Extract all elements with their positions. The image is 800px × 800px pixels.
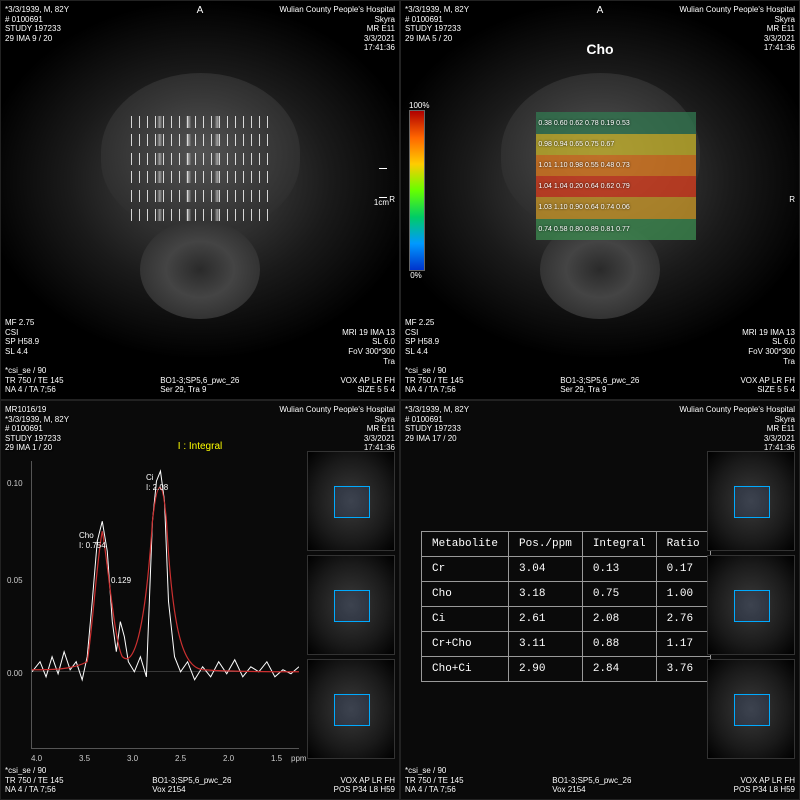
localizer-strip [707,451,795,759]
hospital-info-tr: Wulian County People's Hospital Skyra MR… [679,5,795,53]
table-header: Pos./ppm [509,532,583,557]
patient-info-tl: *3/3/1939, M, 82Y # 0100691 STUDY 197233… [405,405,469,443]
table-cell: 2.76 [656,607,710,632]
spectrum-plot [31,461,299,749]
x-unit: ppm [291,754,307,763]
cho-title: Cho [586,41,613,57]
table-cell: Cr+Cho [422,632,509,657]
patient-info-tl: *3/3/1939, M, 82Y # 0100691 STUDY 197233… [5,5,69,43]
y-tick: 0.05 [7,576,23,585]
localizer-thumb[interactable] [307,555,395,655]
seq-info-bl: MF 2.25 CSI SP H58.9 SL 4.4 *csi_se / 90… [405,318,464,395]
voxel-row: 0.74 0.58 0.80 0.89 0.81 0.77 [536,219,695,240]
y-tick: 0.00 [7,669,23,678]
y-tick: 0.10 [7,479,23,488]
seq-info-bl: MF 2.75 CSI SP H58.9 SL 4.4 *csi_se / 90… [5,318,64,395]
localizer-thumb[interactable] [307,451,395,551]
table-header: Integral [582,532,656,557]
table-cell: 1.17 [656,632,710,657]
voxel-row: 0.38 0.60 0.62 0.78 0.19 0.53 [536,112,695,133]
hospital-info-tr: Wulian County People's Hospital Skyra MR… [279,405,395,453]
patient-info-tl: *3/3/1939, M, 82Y # 0100691 STUDY 197233… [405,5,469,43]
x-tick: 2.5 [175,754,186,763]
anatomy-region-2 [140,220,259,320]
orientation-a: A [597,5,604,17]
orientation-a: A [197,5,204,17]
table-cell: 0.88 [582,632,656,657]
table-header: Ratio [656,532,710,557]
orientation-r: R [789,195,795,205]
localizer-thumb[interactable] [307,659,395,759]
geom-info-br: MRI 19 IMA 13 SL 6.0 FoV 300*300 Tra VOX… [340,328,395,395]
spectrum-svg [32,461,299,722]
table-cell: 2.90 [509,657,583,682]
protocol-center: BO1-3;SP5,6_pwc_26 Ser 29, Tra 9 [160,376,239,395]
x-tick: 1.5 [271,754,282,763]
peak-ci-val: I: 2.08 [146,483,168,492]
geom-info-br: VOX AP LR FH POS P34 L8 H59 [734,776,795,795]
localizer-thumb[interactable] [707,451,795,551]
orientation-r: R [389,195,395,205]
panel-spectra-overlay[interactable]: *3/3/1939, M, 82Y # 0100691 STUDY 197233… [0,0,400,400]
table-row: Cho3.180.751.00 [422,582,711,607]
table-cell: 3.11 [509,632,583,657]
localizer-strip [307,451,395,759]
table-header: Metabolite [422,532,509,557]
protocol-center: BO1-3;SP5,6_pwc_26 Ser 29, Tra 9 [560,376,639,395]
geom-info-br: VOX AP LR FH POS P34 L8 H59 [334,776,395,795]
table-cell: 0.13 [582,557,656,582]
voxel-row: 0.98 0.94 0.65 0.75 0.67 [536,134,695,155]
table-row: Cr3.040.130.17 [422,557,711,582]
table-cell: 2.84 [582,657,656,682]
peak-cho-val: I: 0.754 [79,541,106,550]
voxel-row: 1.03 1.10 0.90 0.64 0.74 0.06 [536,197,695,218]
table-cell: Cho [422,582,509,607]
seq-info-bl: *csi_se / 90 TR 750 / TE 145 NA 4 / TA 7… [405,766,464,795]
colorbar: 100% 0% [409,101,423,260]
voxel-value-overlay: 0.38 0.60 0.62 0.78 0.19 0.530.98 0.94 0… [536,112,695,239]
localizer-thumb[interactable] [707,555,795,655]
table-cell: 2.61 [509,607,583,632]
viewer-grid: *3/3/1939, M, 82Y # 0100691 STUDY 197233… [0,0,800,800]
voxel-spectra-grid [128,112,271,223]
panel-cho-map[interactable]: Cho 100% 0% 0.38 0.60 0.62 0.78 0.19 0.5… [400,0,800,400]
panel-spectrum[interactable]: MR1016/19 *3/3/1939, M, 82Y # 0100691 ST… [0,400,400,800]
table-row: Cho+Ci2.902.843.76 [422,657,711,682]
protocol-center: BO1-3;SP5,6_pwc_26 Vox 2154 [152,776,231,795]
table-cell: 3.76 [656,657,710,682]
panel-metabolite-table[interactable]: *3/3/1939, M, 82Y # 0100691 STUDY 197233… [400,400,800,800]
x-tick: 2.0 [223,754,234,763]
table-cell: 3.18 [509,582,583,607]
table-cell: 1.00 [656,582,710,607]
peak-cho-name: Cho [79,531,94,540]
voxel-row: 1.04 1.04 0.20 0.64 0.62 0.79 [536,176,695,197]
hospital-info-tr: Wulian County People's Hospital Skyra MR… [279,5,395,53]
x-tick: 3.5 [79,754,90,763]
peak-ci-name: Ci [146,473,154,482]
table-cell: 0.17 [656,557,710,582]
table-cell: 0.75 [582,582,656,607]
table-row: Ci2.612.082.76 [422,607,711,632]
geom-info-br: MRI 19 IMA 13 SL 6.0 FoV 300*300 Tra VOX… [740,328,795,395]
table-cell: Ci [422,607,509,632]
table-cell: Cr [422,557,509,582]
x-tick: 4.0 [31,754,42,763]
table-row: Cr+Cho3.110.881.17 [422,632,711,657]
scale-marker: 1cm [379,168,387,228]
table-cell: 2.08 [582,607,656,632]
protocol-center: BO1-3;SP5,6_pwc_26 Vox 2154 [552,776,631,795]
patient-info-tl: MR1016/19 *3/3/1939, M, 82Y # 0100691 ST… [5,405,69,453]
voxel-row: 1.01 1.10 0.98 0.55 0.48 0.73 [536,155,695,176]
table-cell: Cho+Ci [422,657,509,682]
metabolite-table: MetabolitePos./ppmIntegralRatio Cr3.040.… [421,531,711,682]
localizer-thumb[interactable] [707,659,795,759]
x-tick: 3.0 [127,754,138,763]
peak-minor: 0.129 [111,576,131,585]
hospital-info-tr: Wulian County People's Hospital Skyra MR… [679,405,795,453]
seq-info-bl: *csi_se / 90 TR 750 / TE 145 NA 4 / TA 7… [5,766,64,795]
spectrum-title: I : Integral [178,441,222,452]
table-cell: 3.04 [509,557,583,582]
